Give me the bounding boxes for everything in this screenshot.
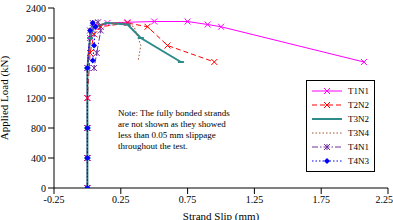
svg-text:-0.25: -0.25 <box>44 194 65 205</box>
svg-text:800: 800 <box>31 123 46 134</box>
svg-text:0.25: 0.25 <box>112 194 130 205</box>
html-text:throughout the test.: throughout the test. <box>118 141 188 151</box>
html-text:T2N2: T2N2 <box>348 100 369 110</box>
svg-text:1.25: 1.25 <box>246 194 264 205</box>
svg-text:Applied Load (kN): Applied Load (kN) <box>8 56 11 141</box>
html-text:T4N3: T4N3 <box>348 156 369 166</box>
svg-text:2400: 2400 <box>26 3 46 14</box>
svg-text:Strand Slip (mm): Strand Slip (mm) <box>183 210 260 220</box>
svg-text:0.75: 0.75 <box>179 194 197 205</box>
html-text:T3N4: T3N4 <box>348 128 369 138</box>
svg-text:1.75: 1.75 <box>312 194 330 205</box>
html-text:Note: The fully bonded strands: Note: The fully bonded strands <box>118 108 230 118</box>
html-text:less than 0.05 mm slippage: less than 0.05 mm slippage <box>118 130 216 140</box>
svg-text:1200: 1200 <box>26 93 46 104</box>
html-text:T1N1: T1N1 <box>348 86 369 96</box>
svg-text:1600: 1600 <box>26 63 46 74</box>
svg-text:2000: 2000 <box>26 33 46 44</box>
svg-text:0: 0 <box>41 183 46 194</box>
svg-text:400: 400 <box>31 153 46 164</box>
html-text:T3N2: T3N2 <box>348 114 369 124</box>
html-text:T4N1: T4N1 <box>348 142 369 152</box>
html-text:are not shown as they showed: are not shown as they showed <box>118 119 226 129</box>
svg-text:2.25: 2.25 <box>376 194 386 205</box>
